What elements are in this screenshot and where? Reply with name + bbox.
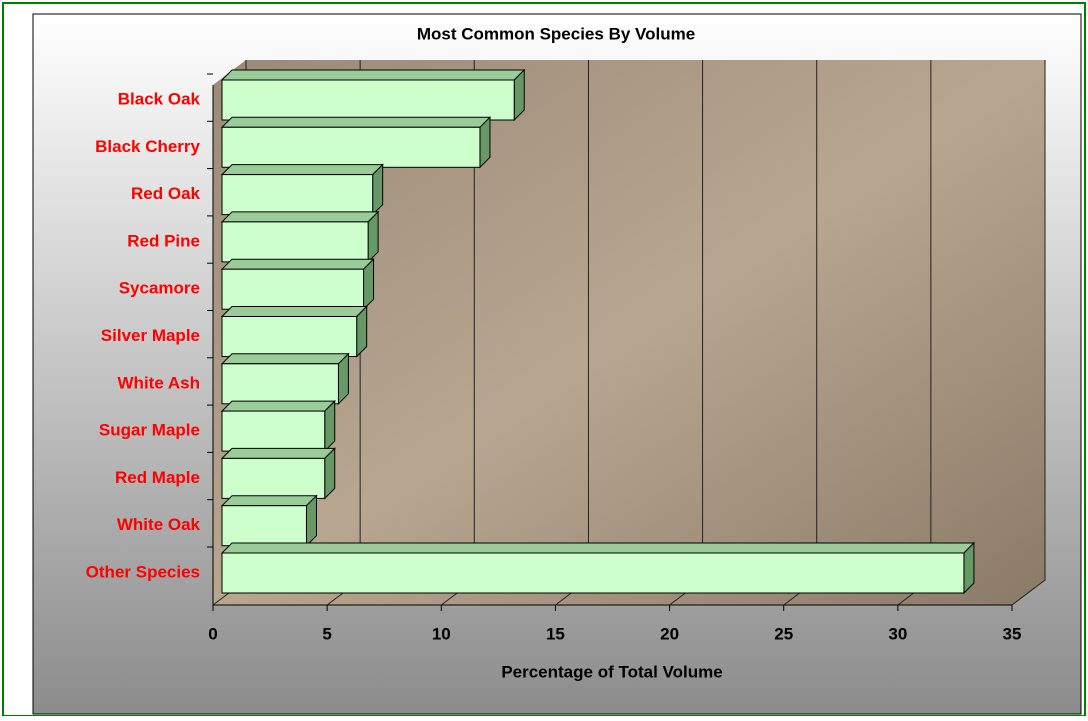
bar <box>222 553 964 593</box>
bar <box>222 80 514 120</box>
y-tick-label: Black Cherry <box>95 137 200 156</box>
bar <box>222 458 325 498</box>
bar-top <box>222 401 335 411</box>
x-axis-title: Percentage of Total Volume <box>501 662 722 681</box>
x-tick-label: 25 <box>774 624 793 643</box>
bar-top <box>222 354 348 364</box>
bar-top <box>222 448 335 458</box>
bar-top <box>222 543 974 553</box>
x-tick-label: 15 <box>546 624 565 643</box>
x-tick-label: 10 <box>432 624 451 643</box>
bar <box>222 411 325 451</box>
bar <box>222 269 364 309</box>
x-tick-label: 35 <box>1003 624 1022 643</box>
y-tick-label: White Ash <box>118 373 200 392</box>
bar-top <box>222 212 378 222</box>
bar <box>222 175 373 215</box>
y-tick-label: Red Maple <box>115 468 200 487</box>
x-tick-label: 30 <box>888 624 907 643</box>
bar <box>222 364 338 404</box>
bar <box>222 127 480 167</box>
bar-top <box>222 259 374 269</box>
bar-top <box>222 70 524 80</box>
bar <box>222 317 357 357</box>
y-tick-label: Red Oak <box>131 184 201 203</box>
bar-top <box>222 117 490 127</box>
bar <box>222 506 306 546</box>
x-tick-label: 5 <box>322 624 331 643</box>
bar <box>222 222 368 262</box>
y-tick-label: White Oak <box>117 515 201 534</box>
x-tick-label: 0 <box>208 624 217 643</box>
y-tick-label: Sycamore <box>119 279 200 298</box>
y-tick-label: Other Species <box>86 562 200 581</box>
chart: Most Common Species By Volume Percentage… <box>0 0 1088 716</box>
y-tick-label: Black Oak <box>118 89 201 108</box>
y-tick-label: Silver Maple <box>101 326 200 345</box>
chart-title: Most Common Species By Volume <box>417 24 695 43</box>
x-tick-label: 20 <box>660 624 679 643</box>
bar-top <box>222 496 316 506</box>
bar-top <box>222 307 367 317</box>
bar-top <box>222 165 383 175</box>
y-tick-label: Red Pine <box>127 231 200 250</box>
y-tick-label: Sugar Maple <box>99 421 200 440</box>
